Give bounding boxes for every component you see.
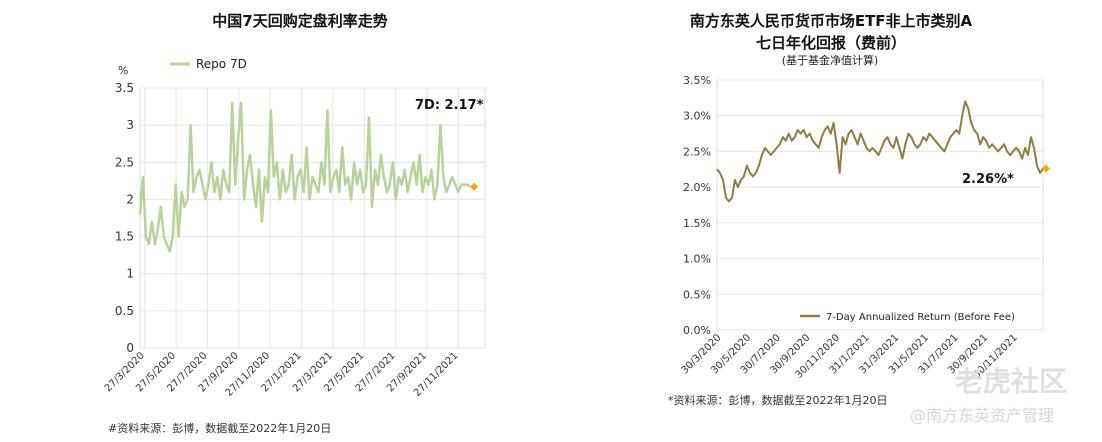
y-tick-label: 3.0% xyxy=(683,110,711,123)
y-tick-label: 3.5% xyxy=(683,74,711,87)
y-tick-label: 0 xyxy=(126,341,134,355)
legend-label: 7-Day Annualized Return (Before Fee) xyxy=(826,312,1015,323)
y-tick-label: 0.0% xyxy=(683,324,711,337)
latest-value-marker xyxy=(470,182,479,191)
latest-value-annotation: 7D: 2.17* xyxy=(415,98,484,113)
series-line xyxy=(138,101,471,253)
y-axis-unit: % xyxy=(118,64,128,77)
y-tick-label: 0.5 xyxy=(115,304,134,318)
latest-value-annotation: 2.26%* xyxy=(962,172,1014,187)
right-chart-svg: 0.0%0.5%1.0%1.5%2.0%2.5%3.0%3.5%30/3/202… xyxy=(680,74,1050,381)
right-chart-panel: 南方东英人民币货币市场ETF非上市类别A 七日年化回报（费前） (基于基金净值计… xyxy=(560,0,1102,442)
watermark-secondary: @南方东英资产管理 xyxy=(910,406,1055,425)
series-line xyxy=(716,100,1044,203)
y-tick-label: 3 xyxy=(126,118,134,132)
watermark-primary: 老虎社区 xyxy=(955,365,1068,398)
left-source-note: #资料来源：彭博，数据截至2022年1月20日 xyxy=(108,422,332,435)
y-tick-label: 2.0% xyxy=(683,181,711,194)
y-tick-label: 1 xyxy=(126,267,134,281)
right-chart-title: 南方东英人民币货币市场ETF非上市类别A xyxy=(689,12,973,30)
right-source-note: *资料来源：彭博，数据截至2022年1月20日 xyxy=(668,394,888,407)
y-tick-label: 1.5 xyxy=(115,230,134,244)
y-tick-label: 0.5% xyxy=(683,288,711,301)
y-tick-label: 1.5% xyxy=(683,217,711,230)
legend-label: Repo 7D xyxy=(196,57,247,71)
latest-value-marker xyxy=(1042,164,1050,173)
y-tick-label: 3.5 xyxy=(115,81,134,95)
y-tick-label: 1.0% xyxy=(683,253,711,266)
left-chart-svg: 00.511.522.533.527/3/202027/5/202027/7/2… xyxy=(103,57,486,399)
y-tick-label: 2.5 xyxy=(115,155,134,169)
y-tick-label: 2 xyxy=(126,192,134,206)
y-tick-label: 2.5% xyxy=(683,145,711,158)
left-chart-panel: 中国7天回购定盘利率走势 0 0.5 1 1.5 2 2.5 3 3.5 27/3/2020 27… xyxy=(0,0,540,442)
left-chart-title: 中国7天回购定盘利率走势 xyxy=(212,12,388,30)
right-chart-title-line2: 七日年化回报（费前） xyxy=(755,34,906,52)
plot-frame xyxy=(716,79,1044,331)
right-chart-subtitle: (基于基金净值计算) xyxy=(781,54,879,67)
